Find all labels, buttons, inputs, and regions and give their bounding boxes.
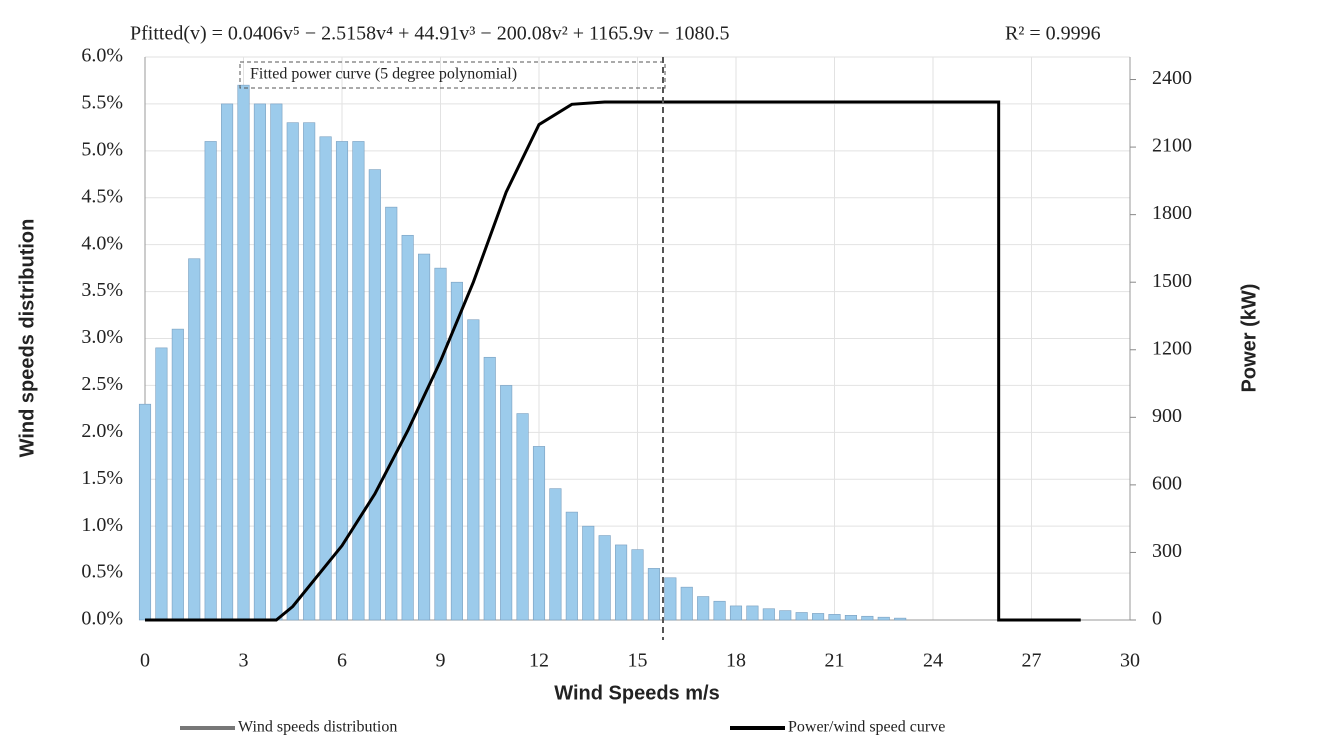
bar [697,597,708,620]
chart: Fitted power curve (5 degree polynomial)… [0,0,1342,751]
bar [632,550,643,620]
bar [484,357,495,620]
legend-label: Power/wind speed curve [788,719,945,736]
bar [156,348,167,620]
y2-tick-label: 0 [1152,608,1162,630]
bar [500,385,511,620]
x-tick-label: 18 [726,650,746,672]
bar [189,259,200,620]
y-tick-label: 1.5% [81,467,123,489]
y-tick-label: 3.5% [81,279,123,301]
bar [517,414,528,620]
y-tick-label: 1.0% [81,514,123,536]
y2-tick-label: 1200 [1152,337,1192,359]
x-tick-label: 27 [1022,650,1042,672]
bar [353,141,364,620]
y-tick-label: 2.5% [81,373,123,395]
x-tick-label: 30 [1120,650,1140,672]
bar [418,254,429,620]
legend-label: Wind speeds distribution [238,719,397,736]
y-tick-label: 4.5% [81,185,123,207]
bar [205,141,216,620]
bar [780,611,791,620]
y2-tick-label: 900 [1152,405,1182,427]
bar [845,615,856,620]
bar [468,320,479,620]
bar [599,536,610,620]
y2-tick-label: 2400 [1152,67,1192,89]
x-tick-label: 9 [436,650,446,672]
x-tick-label: 24 [923,650,943,672]
bar [681,587,692,620]
bar [550,489,561,620]
y2-tick-label: 2100 [1152,135,1192,157]
chart-title: Pfitted(v) = 0.0406v⁵ − 2.5158v⁴ + 44.91… [130,23,730,45]
bar [747,606,758,620]
y2-tick-label: 1500 [1152,270,1192,292]
y-tick-label: 4.0% [81,232,123,254]
bar [303,123,314,620]
y2-axis-label: Power (kW) [1238,284,1260,393]
bar [369,170,380,620]
bar [665,578,676,620]
bar [862,616,873,620]
bar [878,617,889,620]
y-tick-label: 5.5% [81,92,123,114]
bar [894,618,905,620]
bar [221,104,232,620]
y2-tick-label: 300 [1152,540,1182,562]
bar [287,123,298,620]
x-tick-label: 15 [628,650,648,672]
y2-tick-label: 600 [1152,472,1182,494]
bar [435,268,446,620]
y-tick-label: 0.0% [81,608,123,630]
y-tick-label: 3.0% [81,326,123,348]
background [0,0,1342,751]
bar [320,137,331,620]
bar [615,545,626,620]
bar [238,85,249,620]
bar [583,526,594,620]
x-tick-label: 0 [140,650,150,672]
bar [730,606,741,620]
annotation: Fitted power curve (5 degree polynomial) [250,66,517,83]
x-axis-label: Wind Speeds m/s [554,682,719,704]
y-axis-label: Wind speeds distribution [16,219,38,458]
chart-subtitle: R² = 0.9996 [1005,23,1101,45]
bar [386,207,397,620]
x-tick-label: 12 [529,650,549,672]
x-tick-label: 21 [825,650,845,672]
bar [336,141,347,620]
bar [763,609,774,620]
bar [714,601,725,620]
x-tick-label: 3 [239,650,249,672]
y-tick-label: 6.0% [81,45,123,67]
y-tick-label: 5.0% [81,138,123,160]
y-tick-label: 2.0% [81,420,123,442]
bar [829,614,840,620]
bar [139,404,150,620]
bar [648,568,659,620]
bar [566,512,577,620]
y2-tick-label: 1800 [1152,202,1192,224]
bar [271,104,282,620]
y-tick-label: 0.5% [81,561,123,583]
x-tick-label: 6 [337,650,347,672]
bar [254,104,265,620]
bar [796,612,807,620]
bar [533,446,544,620]
bar [172,329,183,620]
bar [812,613,823,620]
